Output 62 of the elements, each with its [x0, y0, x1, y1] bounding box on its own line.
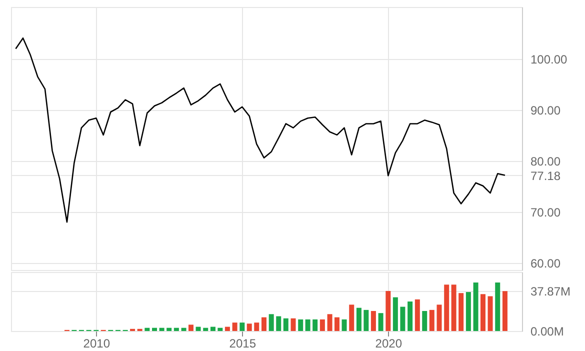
bar [378, 313, 384, 331]
bar [312, 319, 318, 331]
bar [305, 319, 310, 331]
bar [451, 284, 456, 331]
bar [224, 326, 230, 331]
bar [159, 328, 164, 331]
y-tick-label: 90.00 [530, 103, 561, 118]
bar [276, 316, 282, 331]
x-tick-label: 2015 [229, 336, 256, 350]
bar [488, 296, 493, 331]
bar [370, 310, 376, 331]
x-tick-label: 2020 [375, 336, 402, 350]
bar [144, 328, 150, 331]
bar [414, 299, 420, 331]
bar [342, 319, 347, 331]
bar [196, 326, 201, 331]
x-tick-label: 2010 [83, 336, 110, 350]
y-tick-label: 70.00 [530, 205, 561, 220]
y-tick-label: 77.18 [530, 168, 561, 183]
bar [298, 319, 304, 331]
bar [480, 294, 486, 331]
bar [473, 282, 478, 331]
bar [502, 291, 508, 331]
bar [436, 304, 442, 331]
y-tick-label: 60.00 [530, 256, 561, 270]
bar [240, 322, 245, 331]
y-tick-label: 100.00 [530, 52, 568, 66]
bar [174, 328, 179, 331]
y-tick-label: 80.00 [530, 154, 561, 168]
bar [392, 297, 398, 331]
bar [364, 310, 369, 331]
line-series [15, 37, 506, 223]
y-tick-label: 37.87M [530, 284, 571, 299]
bar [203, 328, 208, 331]
bar [400, 306, 406, 331]
bar [188, 324, 194, 331]
bar [334, 317, 340, 331]
bar [166, 328, 172, 331]
bar [444, 284, 450, 331]
bar [466, 292, 471, 331]
bar [408, 302, 413, 331]
bar [261, 317, 266, 331]
bar [458, 293, 464, 331]
y-tick-label: 0.00M [530, 324, 564, 338]
bar [232, 322, 238, 331]
bar [218, 328, 223, 331]
bar [356, 308, 362, 331]
bar [210, 326, 216, 331]
bar [349, 304, 354, 331]
bar [386, 290, 391, 331]
bar [429, 310, 434, 331]
bar [268, 314, 274, 331]
bar [327, 314, 332, 331]
bar [246, 324, 252, 331]
bar [254, 322, 260, 331]
bar [495, 282, 500, 331]
bar [283, 318, 288, 331]
bar [152, 328, 158, 331]
bar [422, 310, 428, 331]
bar [181, 328, 186, 331]
bar [320, 319, 325, 331]
bar [290, 318, 296, 331]
